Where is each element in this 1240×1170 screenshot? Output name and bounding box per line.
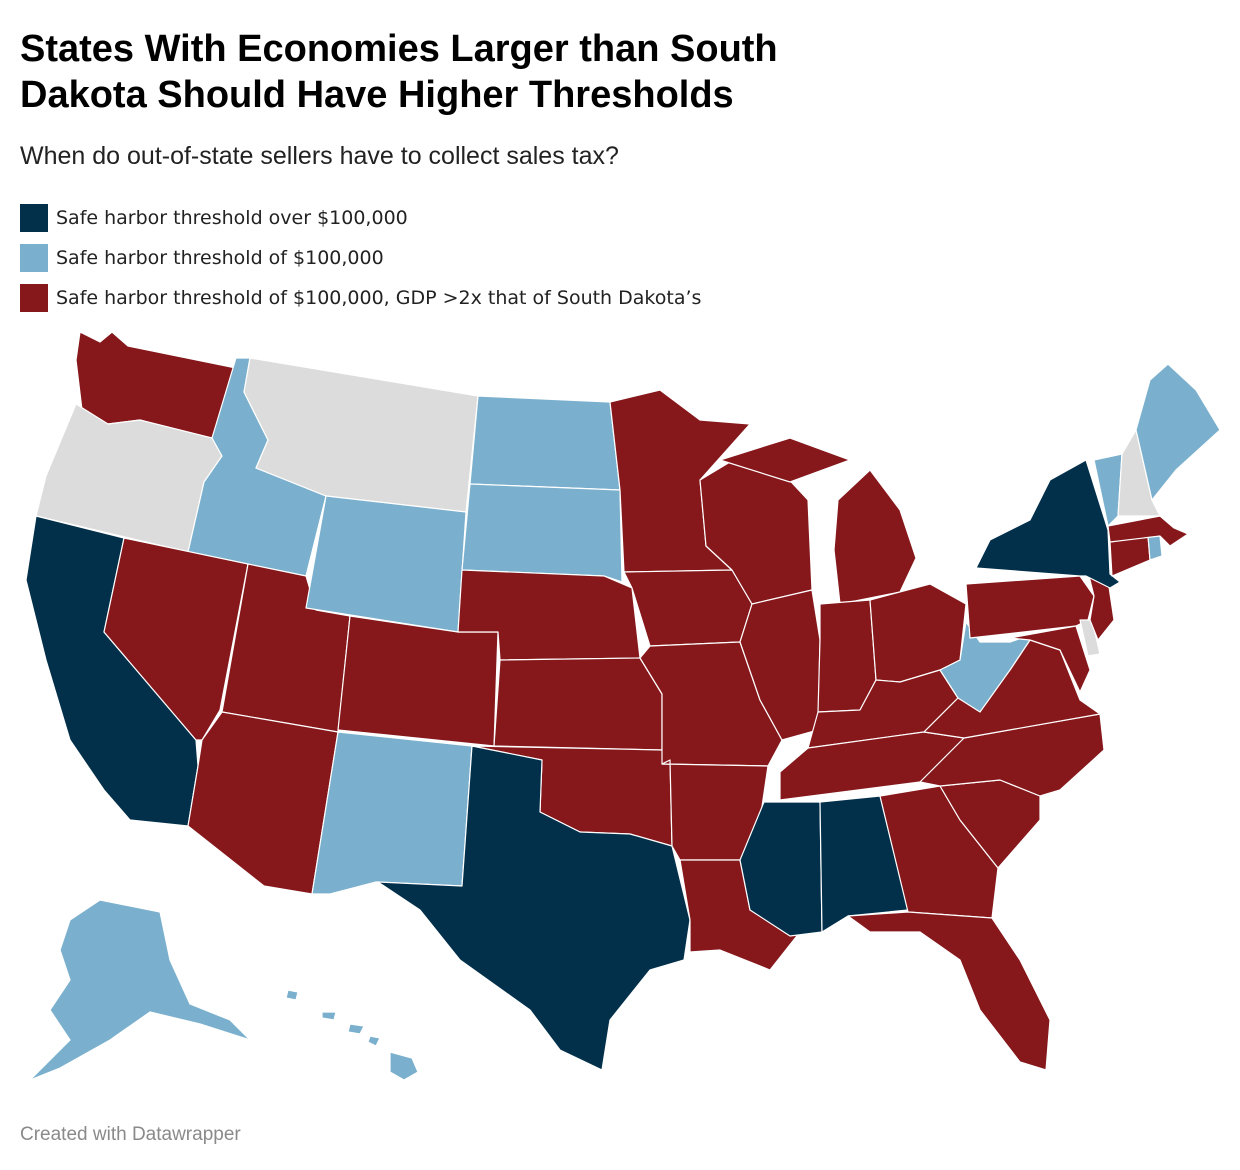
state-ME [1135,363,1221,501]
state-IL [739,589,821,741]
legend-label-over: Safe harbor threshold over $100,000 [56,207,408,229]
legend-swatch-over [20,204,48,232]
map-title: States With Economies Larger than South … [20,28,778,116]
legend-label-equal-gdp: Safe harbor threshold of $100,000, GDP >… [56,287,702,309]
state-CT [1109,535,1151,577]
state-MI [719,437,917,605]
state-NH [1117,429,1161,517]
state-IA [623,569,753,647]
legend-swatch-equal-gdp [20,284,48,312]
state-MD [1009,625,1091,693]
state-AL [819,795,909,933]
state-MA [1107,515,1189,547]
us-states-map [25,331,1221,1081]
legend-label-equal: Safe harbor threshold of $100,000 [56,247,384,269]
legend-swatch-equal [20,244,48,272]
legend-item-equal-gdp: Safe harbor threshold of $100,000, GDP >… [20,278,701,318]
state-SD [461,483,623,583]
map-subtitle: When do out-of-state sellers have to col… [20,142,619,170]
state-RI [1147,535,1163,561]
legend-item-over: Safe harbor threshold over $100,000 [20,198,701,238]
state-HI [285,989,419,1081]
state-FL [847,911,1051,1071]
state-NY [975,459,1121,589]
state-DE [1079,619,1101,657]
state-ND [469,395,621,491]
state-AZ [187,711,339,895]
legend-item-equal: Safe harbor threshold of $100,000 [20,238,701,278]
state-WY [305,495,467,633]
state-TX [377,745,691,1071]
credit-footer: Created with Datawrapper [20,1124,241,1145]
state-KS [493,657,663,751]
legend: Safe harbor threshold over $100,000 Safe… [20,198,701,318]
state-CO [337,615,499,747]
state-AK [29,899,251,1081]
state-NM [311,731,473,895]
